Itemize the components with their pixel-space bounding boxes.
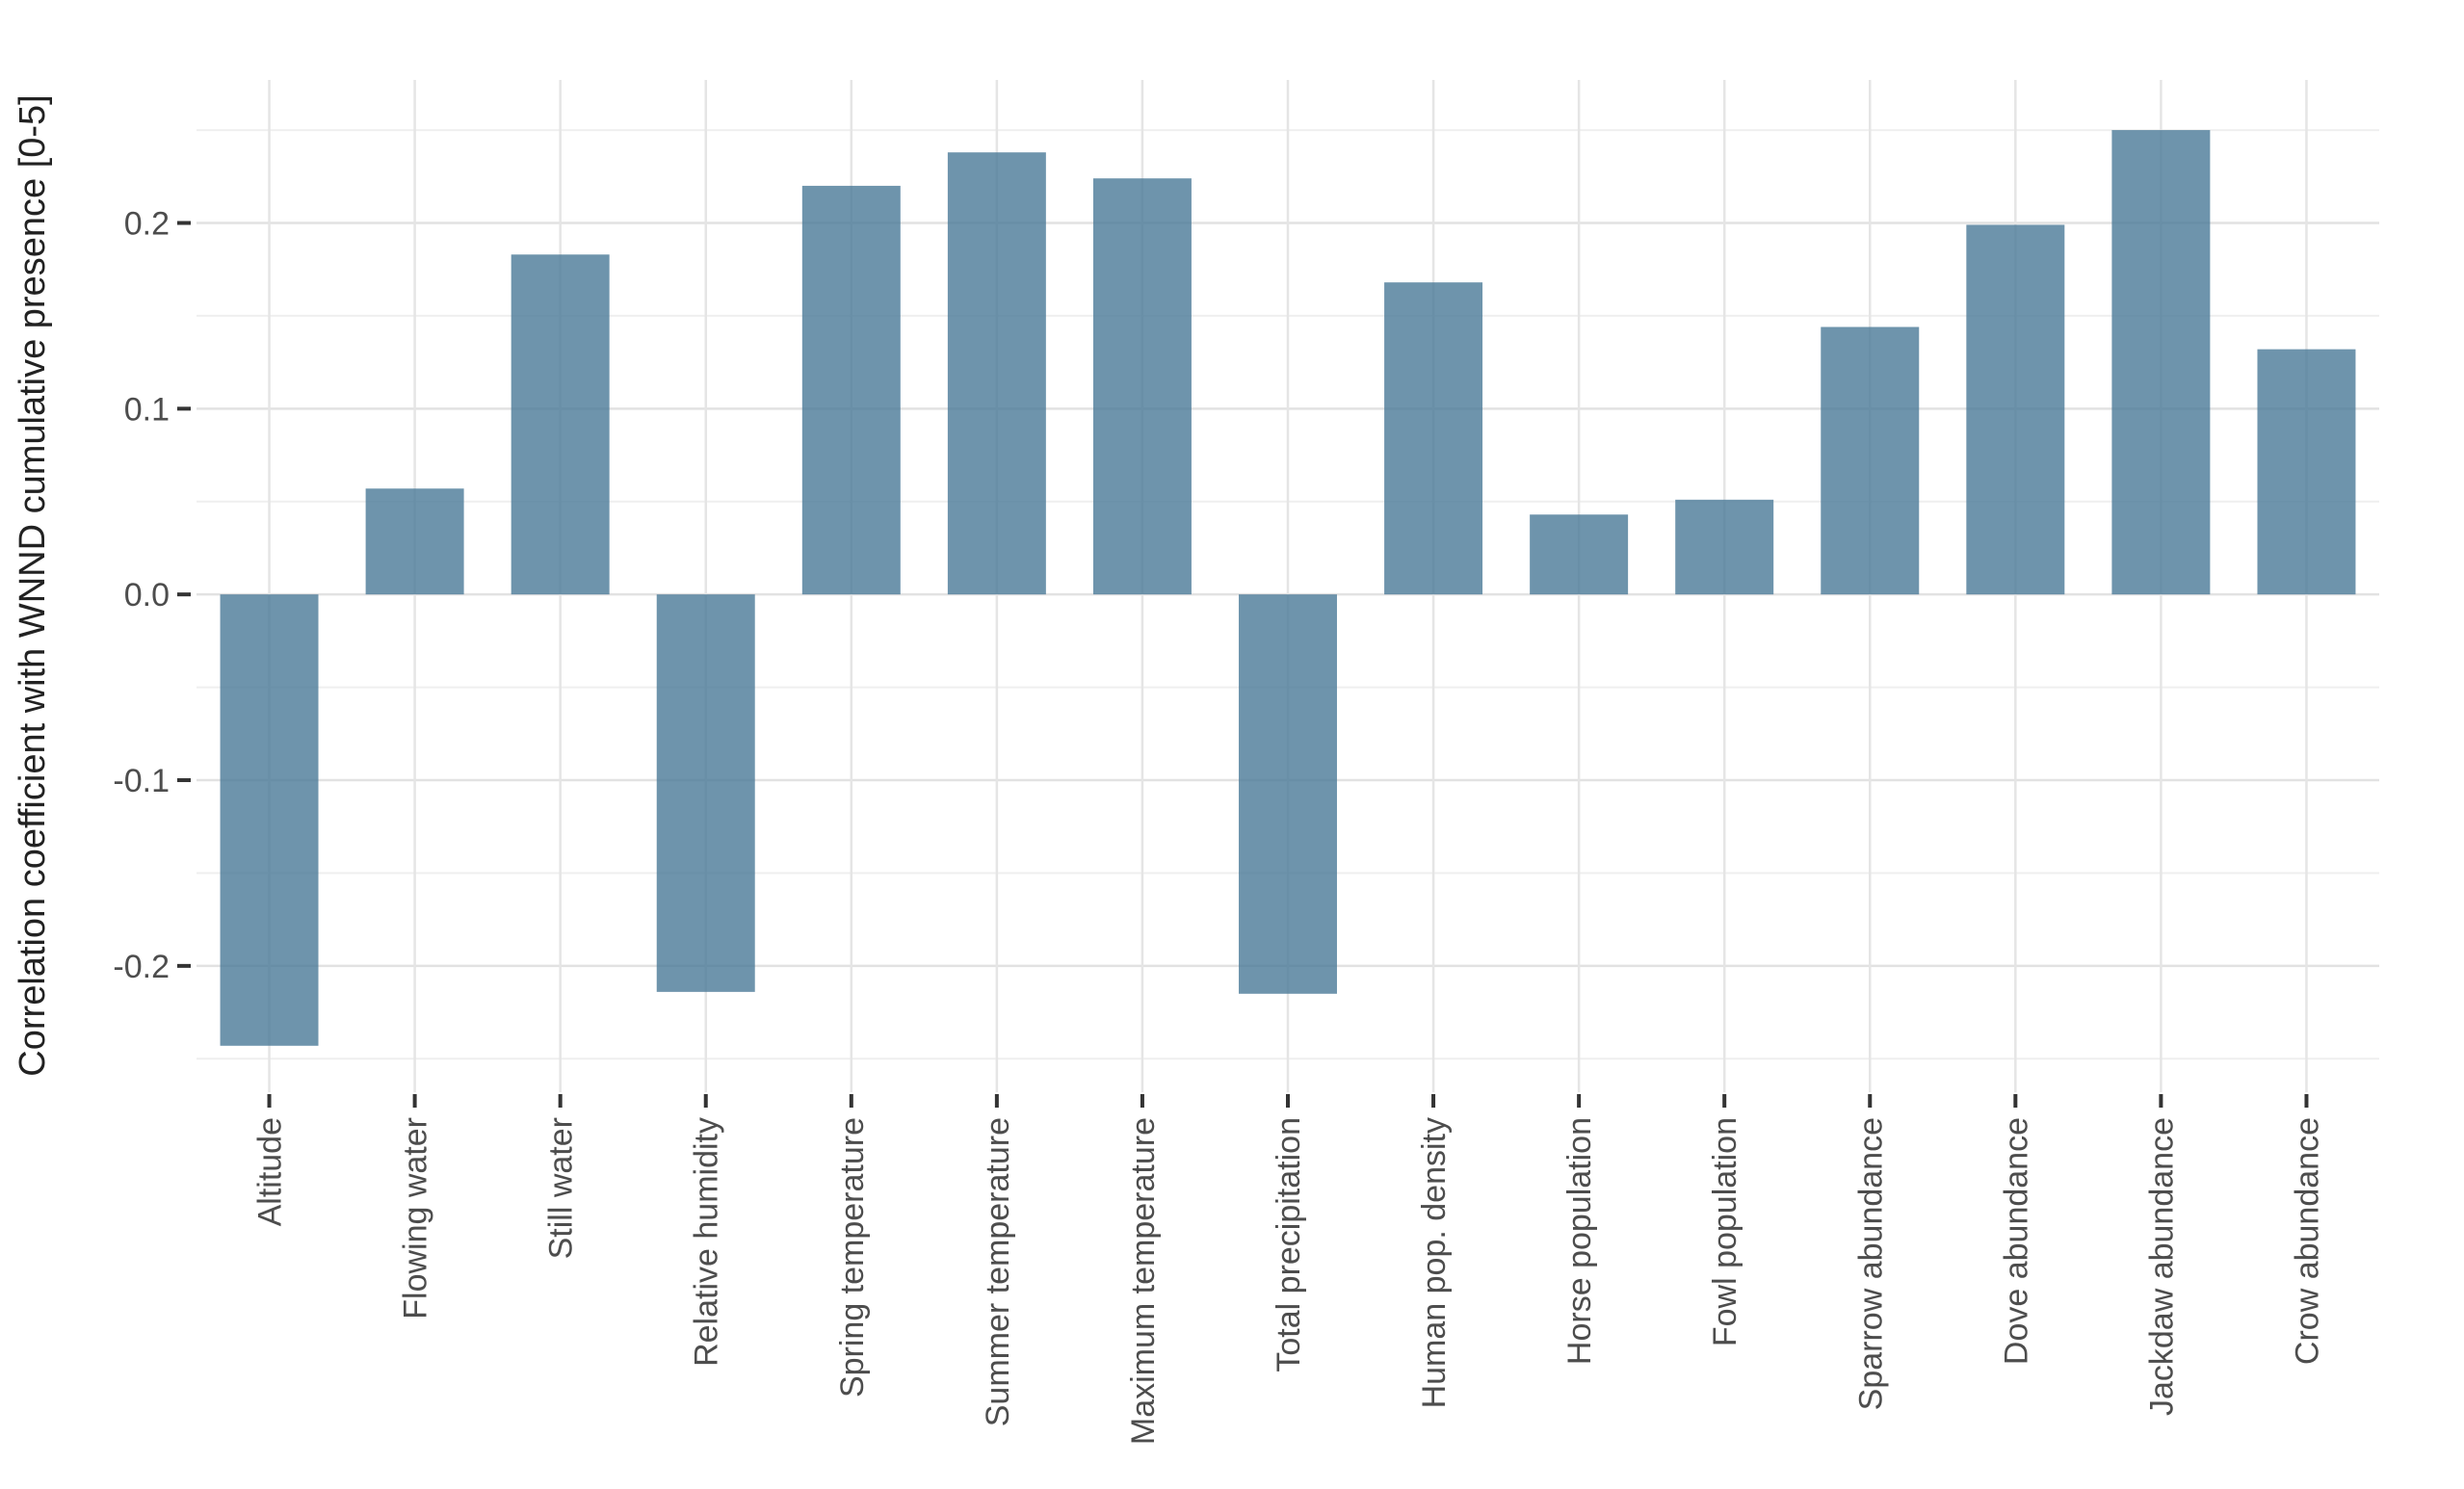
bar-crow-abundance: [2257, 349, 2356, 595]
x-tick-label-relative-humidity: Relative humidity: [689, 1117, 725, 1367]
bar-spring-temperature: [801, 185, 901, 595]
bar-altitude: [220, 594, 319, 1046]
x-tick-label-dove-abundance: Dove abundance: [1998, 1117, 2034, 1365]
bar-maximum-temperature: [1092, 178, 1192, 595]
x-tick-label-summer-temperature: Summer temperature: [980, 1117, 1016, 1426]
x-tick-label-flowing-water: Flowing water: [398, 1117, 434, 1319]
y-tick-label: 0.2: [124, 205, 170, 242]
x-tick-label-total-precipitation: Total precipitation: [1271, 1117, 1307, 1372]
x-tick-label-human-pop-density: Human pop. density: [1416, 1117, 1453, 1408]
bar-dove-abundance: [1966, 224, 2065, 595]
x-tick-label-sparrow-abundance: Sparrow abundance: [1852, 1117, 1889, 1410]
x-tick-label-altitude: Altitude: [252, 1117, 289, 1226]
axis-ticks: [177, 221, 2309, 1108]
bar-total-precipitation: [1239, 594, 1337, 994]
x-tick-label-spring-temperature: Spring temperature: [834, 1117, 871, 1398]
axis-labels: 0.2 0.1 0.0 -0.1 -0.2 Altitude Flowing water St…: [113, 205, 2325, 1445]
y-axis-title: Correlation coefficient with WNND cumula…: [13, 94, 53, 1076]
x-tick-label-maximum-temperature: Maximum temperature: [1125, 1117, 1162, 1445]
y-tick-label: 0.0: [124, 577, 170, 614]
x-tick-label-horse-population: Horse population: [1561, 1117, 1598, 1365]
bar-sparrow-abundance: [1821, 327, 1920, 595]
bar-summer-temperature: [947, 152, 1046, 595]
x-tick-label-still-water: Still water: [543, 1117, 580, 1259]
bar-flowing-water: [365, 488, 464, 595]
x-tick-label-crow-abundance: Crow abundance: [2289, 1117, 2325, 1365]
bar-jackdaw-abundance: [2111, 130, 2211, 595]
y-tick-label: -0.1: [113, 763, 170, 799]
bar-relative-humidity: [656, 594, 755, 992]
bar-fowl-population: [1675, 499, 1774, 595]
bar-human-pop-density: [1384, 282, 1483, 595]
x-tick-label-fowl-population: Fowl population: [1707, 1117, 1743, 1346]
y-tick-label: -0.2: [113, 949, 170, 985]
y-tick-label: 0.1: [124, 391, 170, 428]
bar-still-water: [511, 254, 610, 595]
x-tick-label-jackdaw-abundance: Jackdaw abundance: [2143, 1117, 2180, 1416]
bars: [220, 130, 2356, 1046]
bar-horse-population: [1530, 514, 1629, 595]
